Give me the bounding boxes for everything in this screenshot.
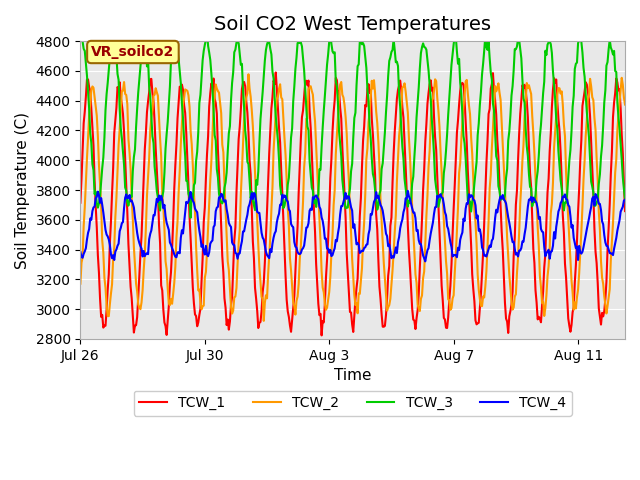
- TCW_3: [373, 207, 381, 213]
- TCW_4: [335, 224, 343, 229]
- TCW_1: [525, 144, 532, 150]
- TCW_1: [403, 189, 411, 194]
- Line: TCW_3: TCW_3: [81, 31, 625, 218]
- TCW_1: [373, 227, 381, 232]
- TCW_3: [403, 194, 411, 200]
- X-axis label: Time: Time: [334, 368, 371, 383]
- TCW_4: [421, 259, 429, 264]
- TCW_3: [611, 48, 618, 54]
- TCW_4: [77, 249, 84, 255]
- TCW_4: [404, 188, 412, 194]
- Line: TCW_4: TCW_4: [81, 191, 625, 262]
- TCW_1: [611, 100, 618, 106]
- TCW_2: [244, 72, 252, 77]
- TCW_2: [621, 102, 629, 108]
- TCW_4: [401, 205, 408, 211]
- TCW_4: [525, 197, 532, 203]
- TCW_3: [203, 28, 211, 34]
- TCW_1: [77, 200, 84, 205]
- TCW_2: [260, 318, 268, 324]
- TCW_2: [340, 102, 348, 108]
- TCW_2: [77, 281, 84, 287]
- Legend: TCW_1, TCW_2, TCW_3, TCW_4: TCW_1, TCW_2, TCW_3, TCW_4: [134, 391, 572, 416]
- TCW_2: [611, 195, 618, 201]
- TCW_4: [339, 203, 346, 209]
- TCW_2: [337, 79, 345, 85]
- TCW_4: [621, 197, 629, 203]
- TCW_4: [611, 246, 618, 252]
- TCW_2: [403, 99, 411, 105]
- Y-axis label: Soil Temperature (C): Soil Temperature (C): [15, 111, 30, 268]
- TCW_2: [373, 120, 381, 126]
- TCW_2: [525, 83, 532, 88]
- TCW_3: [187, 215, 195, 221]
- TCW_1: [340, 190, 348, 195]
- TCW_3: [340, 198, 348, 204]
- TCW_3: [525, 171, 532, 177]
- TCW_3: [621, 195, 629, 201]
- TCW_1: [337, 116, 345, 121]
- TCW_1: [317, 333, 325, 338]
- TCW_1: [621, 208, 629, 214]
- Line: TCW_1: TCW_1: [81, 72, 625, 336]
- Title: Soil CO2 West Temperatures: Soil CO2 West Temperatures: [214, 15, 492, 34]
- Line: TCW_2: TCW_2: [81, 74, 625, 321]
- TCW_3: [337, 153, 345, 159]
- TCW_4: [371, 197, 379, 203]
- TCW_1: [272, 70, 280, 75]
- TCW_3: [77, 36, 84, 42]
- Text: VR_soilco2: VR_soilco2: [92, 45, 175, 59]
